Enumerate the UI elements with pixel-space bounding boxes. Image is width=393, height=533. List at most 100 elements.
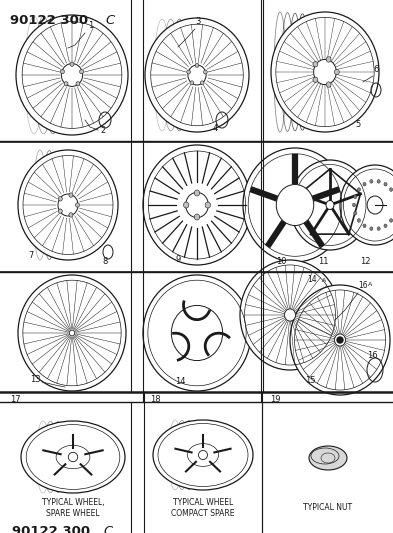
- Ellipse shape: [195, 63, 199, 67]
- Ellipse shape: [340, 165, 393, 245]
- Text: 5: 5: [355, 120, 360, 129]
- Text: TYPICAL WHEEL,: TYPICAL WHEEL,: [42, 498, 104, 507]
- Text: C: C: [103, 525, 112, 533]
- Ellipse shape: [61, 63, 83, 86]
- Ellipse shape: [326, 56, 331, 62]
- Ellipse shape: [69, 330, 75, 336]
- Ellipse shape: [285, 309, 296, 321]
- Text: 12: 12: [360, 257, 371, 266]
- Ellipse shape: [389, 219, 393, 222]
- Text: 18: 18: [150, 395, 161, 404]
- Ellipse shape: [68, 453, 78, 462]
- Ellipse shape: [367, 196, 383, 214]
- Text: 4: 4: [213, 124, 218, 133]
- Ellipse shape: [357, 219, 360, 222]
- Ellipse shape: [188, 65, 206, 85]
- Text: A: A: [368, 282, 372, 287]
- Ellipse shape: [76, 82, 80, 86]
- Ellipse shape: [70, 62, 74, 66]
- Text: TYPICAL WHEEL: TYPICAL WHEEL: [173, 498, 233, 507]
- Ellipse shape: [18, 275, 126, 391]
- Ellipse shape: [64, 82, 68, 86]
- Text: C: C: [105, 14, 114, 27]
- Ellipse shape: [313, 77, 318, 83]
- Ellipse shape: [389, 188, 393, 191]
- Ellipse shape: [354, 195, 357, 199]
- Ellipse shape: [205, 202, 211, 208]
- Ellipse shape: [290, 285, 390, 395]
- Ellipse shape: [370, 227, 373, 230]
- Ellipse shape: [204, 70, 207, 74]
- Ellipse shape: [145, 18, 249, 132]
- Text: 6: 6: [373, 65, 378, 74]
- Ellipse shape: [143, 275, 251, 391]
- Ellipse shape: [61, 70, 64, 74]
- Ellipse shape: [240, 260, 340, 370]
- Ellipse shape: [354, 212, 357, 215]
- Text: 1: 1: [88, 21, 93, 30]
- Ellipse shape: [16, 15, 128, 135]
- Text: 16: 16: [367, 351, 378, 360]
- Ellipse shape: [363, 182, 366, 186]
- Ellipse shape: [377, 180, 380, 183]
- Text: 90122 300: 90122 300: [10, 14, 88, 27]
- Ellipse shape: [153, 420, 253, 490]
- Ellipse shape: [18, 150, 118, 260]
- Ellipse shape: [309, 446, 347, 470]
- Ellipse shape: [200, 81, 204, 85]
- Text: TYPICAL NUT: TYPICAL NUT: [303, 503, 353, 512]
- Ellipse shape: [290, 160, 370, 250]
- Ellipse shape: [75, 203, 79, 207]
- Ellipse shape: [384, 224, 387, 228]
- Ellipse shape: [357, 188, 360, 191]
- Ellipse shape: [314, 59, 336, 85]
- Ellipse shape: [194, 214, 200, 220]
- Text: 16: 16: [358, 281, 367, 290]
- Text: 2: 2: [100, 126, 105, 135]
- Ellipse shape: [80, 70, 84, 74]
- Text: A: A: [322, 278, 326, 283]
- Text: 17: 17: [10, 395, 20, 404]
- Text: 15: 15: [305, 376, 316, 385]
- Ellipse shape: [377, 227, 380, 230]
- Ellipse shape: [243, 148, 347, 262]
- Text: SPARE WHEEL: SPARE WHEEL: [46, 509, 100, 518]
- Ellipse shape: [21, 421, 125, 493]
- Ellipse shape: [58, 197, 62, 201]
- Text: 14: 14: [175, 377, 185, 386]
- Ellipse shape: [313, 61, 318, 67]
- Ellipse shape: [334, 69, 339, 75]
- Ellipse shape: [58, 194, 78, 216]
- Ellipse shape: [194, 190, 200, 196]
- Ellipse shape: [363, 224, 366, 228]
- Ellipse shape: [326, 82, 331, 87]
- Text: 8: 8: [102, 257, 107, 266]
- Ellipse shape: [326, 200, 334, 209]
- Ellipse shape: [187, 70, 191, 74]
- Text: 11: 11: [318, 257, 329, 266]
- Ellipse shape: [334, 334, 345, 346]
- Ellipse shape: [353, 203, 356, 207]
- Ellipse shape: [198, 450, 208, 459]
- Ellipse shape: [384, 182, 387, 186]
- Text: 13: 13: [30, 375, 40, 384]
- Text: 10: 10: [276, 257, 286, 266]
- Ellipse shape: [190, 81, 194, 85]
- Ellipse shape: [271, 12, 379, 132]
- Ellipse shape: [185, 192, 208, 217]
- Ellipse shape: [276, 184, 314, 225]
- Circle shape: [337, 337, 343, 343]
- Text: COMPACT SPARE: COMPACT SPARE: [171, 509, 235, 518]
- Ellipse shape: [370, 180, 373, 183]
- Ellipse shape: [69, 193, 73, 197]
- Ellipse shape: [184, 202, 189, 208]
- Text: 19: 19: [270, 395, 281, 404]
- Ellipse shape: [69, 213, 73, 217]
- Text: 7: 7: [28, 251, 33, 260]
- Text: 90122 300: 90122 300: [12, 525, 90, 533]
- Text: 3: 3: [195, 17, 200, 26]
- Ellipse shape: [143, 145, 251, 265]
- Text: 9: 9: [176, 255, 181, 264]
- Ellipse shape: [171, 305, 223, 360]
- Text: 14: 14: [307, 275, 317, 284]
